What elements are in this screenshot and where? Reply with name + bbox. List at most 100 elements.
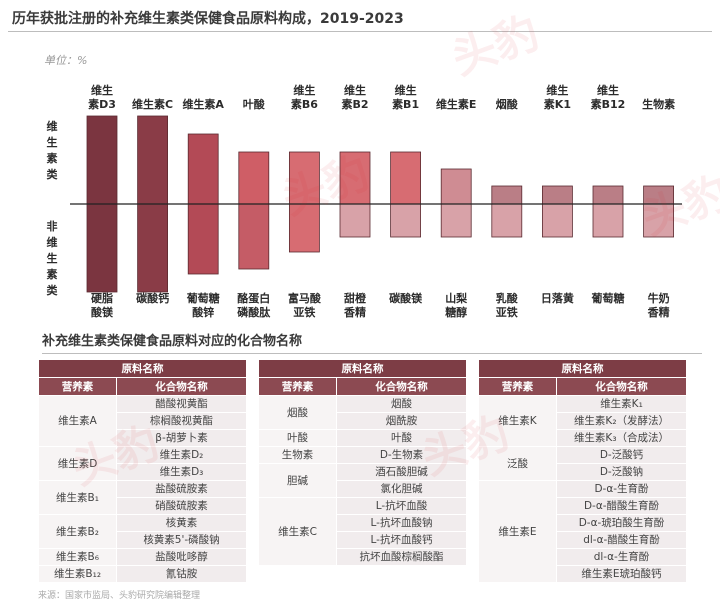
non-vitamin-label: 山梨 [445, 291, 468, 305]
non-vitamin-label: 磷酸肽 [237, 305, 271, 319]
compound-cell: 维生素D₃ [116, 463, 247, 481]
bar-non-vitamin [592, 203, 624, 238]
non-vitamin-label: 亚铁 [496, 305, 518, 319]
bar-vitamin [238, 151, 270, 205]
non-vitamin-label: 碳酸钙 [136, 291, 169, 305]
compound-cell: 盐酸吡哆醇 [116, 548, 247, 566]
nutrient-cell: 叶酸 [258, 429, 337, 447]
table-row: 维生素B₂ 核黄素 [38, 514, 247, 549]
compound-cell: 叶酸 [336, 429, 467, 447]
table-row: 维生素B₆ 盐酸吡哆醇 [38, 548, 247, 566]
compound-cell: β-胡萝卜素 [116, 429, 247, 447]
bar-vitamin [339, 151, 371, 205]
header-compound: 化合物名称 [556, 377, 687, 396]
table-row: dl-α-生育酚 [479, 548, 687, 566]
compound-cell: 硝酸硫胺素 [116, 497, 247, 515]
bar-non-vitamin [643, 203, 674, 238]
vitamin-label: 维生 [597, 83, 619, 97]
bar-non-vitamin [238, 203, 270, 270]
compound-cell: 维生素K₁ [556, 395, 687, 413]
compound-cell: L-抗坏血酸 [336, 497, 467, 515]
nutrient-cell: 烟酸 [258, 395, 337, 430]
compound-cell: 氯化胆碱 [336, 480, 467, 498]
source-note: 来源：国家市监局、头豹研究院编辑整理 [38, 591, 201, 601]
nutrient-cell: 生物素 [258, 446, 337, 464]
non-vitamin-label: 亚铁 [293, 305, 315, 319]
section-divider [42, 353, 702, 354]
vitamin-label: 维生 [91, 83, 113, 97]
table-row: 叶酸 叶酸 [258, 429, 467, 447]
bar-vitamin [491, 185, 523, 205]
non-vitamin-label: 碳酸镁 [389, 291, 423, 305]
bar-non-vitamin [440, 203, 472, 238]
bar-vitamin [390, 151, 422, 205]
nutrient-cell: 维生素A [38, 395, 117, 447]
chart-title: 历年获批注册的补充维生素类保健食品原料构成，2019-2023 [12, 11, 404, 27]
vitamin-label: 维生素E [436, 97, 477, 111]
compound-cell: dl-α-醋酸生育酚 [556, 531, 687, 549]
header-nutrient: 营养素 [478, 377, 557, 396]
vitamin-label: 素B2 [341, 97, 368, 111]
bar-non-vitamin [288, 203, 320, 253]
bar-vitamin [86, 115, 118, 205]
vitamin-label: 维生 [293, 83, 315, 97]
non-vitamin-label: 香精 [343, 305, 366, 319]
compound-cell: 棕榈酸视黄酯 [116, 412, 247, 430]
table-row: 维生素K₃（合成法） [479, 429, 687, 447]
title-divider [8, 31, 712, 32]
vitamin-label: 叶酸 [243, 97, 266, 111]
non-vitamin-label: 酪蛋白 [237, 291, 270, 305]
table-row: 生物素 D-生物素 [258, 446, 467, 464]
compound-cell: 维生素K₂（发酵法） [556, 412, 687, 430]
vitamin-label: 烟酸 [496, 97, 519, 111]
table-row: 维生素B₁₂ 氰钴胺 [38, 565, 247, 583]
bar-non-vitamin [390, 203, 422, 238]
table-title: 原料名称 [258, 359, 467, 378]
compound-table-1: 原料名称 营养素 化合物名称 维生素A 醋酸视黄酯 棕榈酸视黄酯 β-胡萝卜素 维生素D 维生素… [38, 359, 247, 583]
table-row: 泛酸 D-泛酸钙 [478, 446, 687, 481]
table-row: 维生素K 维生素K₁ [478, 395, 687, 447]
table-row: D-α-琥珀酸生育酚 [479, 514, 687, 532]
bar-non-vitamin [542, 203, 573, 238]
compound-cell: dl-α-生育酚 [556, 548, 687, 566]
table-row: dl-α-醋酸生育酚 [479, 531, 687, 549]
vitamin-label: 生物素 [642, 97, 675, 111]
table-row: 维生素K₂（发酵法） [479, 412, 687, 430]
table-row: 棕榈酸视黄酯 [39, 412, 247, 430]
table-row: L-抗坏血酸钙 [259, 531, 467, 549]
compound-cell: 氰钴胺 [116, 565, 247, 583]
vitamin-label: 素B12 [591, 97, 626, 111]
vitamin-label: 素D3 [88, 97, 116, 111]
compound-cell: 酒石酸胆碱 [336, 463, 467, 481]
table-row: D-α-醋酸生育酚 [479, 497, 687, 515]
table-row: 维生素D₃ [39, 463, 247, 481]
header-compound: 化合物名称 [336, 377, 467, 396]
table-row: 抗坏血酸棕榈酸酯 [259, 548, 467, 566]
table-row: D-泛酸钠 [479, 463, 687, 481]
bar-vitamin [137, 115, 169, 205]
table-title: 原料名称 [478, 359, 687, 378]
watermark: 头豹 [445, 7, 546, 86]
compound-table-2: 原料名称 营养素 化合物名称 烟酸 烟酸 烟酰胺 叶酸 叶酸 生物素 D-生物素 胆碱 酒石酸胆碱 氯化… [258, 359, 467, 566]
non-vitamin-label: 甜橙 [344, 291, 367, 305]
vitamin-label: 素B6 [291, 97, 318, 111]
compound-cell: 维生素K₃（合成法） [556, 429, 687, 447]
non-vitamin-label: 葡萄糖 [186, 291, 220, 305]
table-row: L-抗坏血酸钠 [259, 514, 467, 532]
nutrient-cell: 胆碱 [258, 463, 337, 498]
non-vitamin-label: 富马酸 [288, 291, 322, 305]
lower-axis-label: 非维生素类 [47, 219, 59, 297]
compound-cell: D-生物素 [336, 446, 467, 464]
vitamin-label: 维生素A [182, 97, 224, 111]
non-vitamin-label: 糖醇 [445, 305, 467, 319]
compound-cell: D-α-醋酸生育酚 [556, 497, 687, 515]
non-vitamin-label: 牛奶 [648, 291, 670, 305]
vitamin-label: 维生 [546, 83, 568, 97]
table-row: 烟酸 烟酸 [258, 395, 467, 430]
compound-cell: 维生素D₂ [116, 446, 247, 464]
compound-cell: 核黄素5'-磷酸钠 [116, 531, 247, 549]
non-vitamin-label: 乳酸 [496, 291, 519, 305]
bar-non-vitamin [86, 203, 118, 293]
table-row: 维生素D 维生素D₂ [38, 446, 247, 481]
